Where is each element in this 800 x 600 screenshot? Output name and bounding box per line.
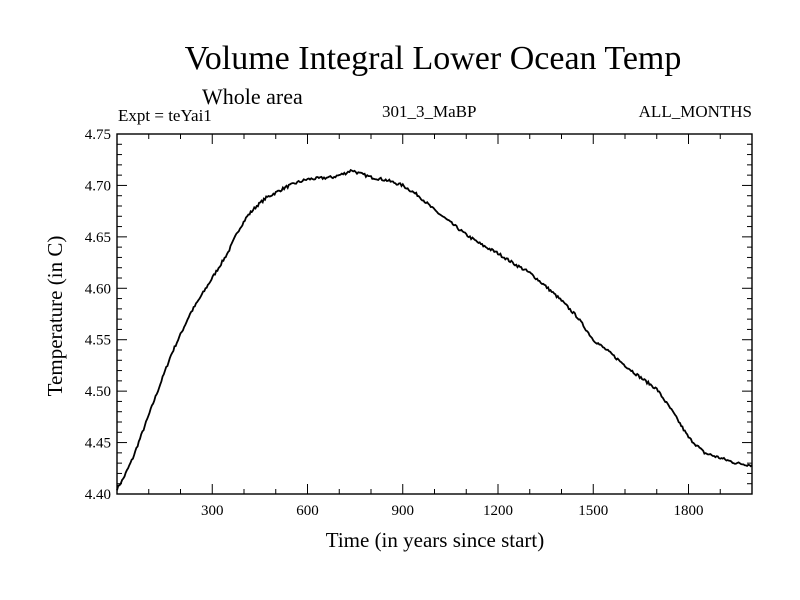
axis-tick-labels: 300 600 900 1200 1500 1800 4.40 4.45 4.50 4.55 4.6… (85, 127, 704, 519)
chart-title: Volume Integral Lower Ocean Temp (184, 40, 682, 77)
x-tick-label: 1200 (483, 503, 513, 519)
axis-ticks (117, 133, 752, 495)
y-tick-label: 4.50 (85, 384, 111, 400)
series-line-temperature (116, 168, 753, 491)
run-label: 301_3_MaBP (382, 102, 477, 121)
chart-subtitle: Whole area (202, 84, 303, 109)
y-tick-label: 4.70 (85, 178, 111, 194)
y-tick-label: 4.65 (85, 230, 111, 246)
experiment-label: Expt = teYai1 (118, 106, 212, 125)
months-label: ALL_MONTHS (638, 102, 752, 121)
y-axis-label: Temperature (in C) (43, 236, 67, 397)
y-tick-label: 4.75 (85, 127, 111, 143)
x-tick-label: 1800 (674, 503, 704, 519)
y-tick-label: 4.40 (85, 487, 111, 503)
x-tick-label: 600 (296, 503, 319, 519)
y-tick-label: 4.55 (85, 333, 111, 349)
x-axis-label: Time (in years since start) (326, 528, 545, 552)
y-tick-label: 4.45 (85, 436, 111, 452)
plot-frame (116, 133, 753, 495)
x-tick-label: 900 (392, 503, 415, 519)
y-tick-label: 4.60 (85, 281, 111, 297)
x-tick-label: 300 (201, 503, 224, 519)
x-tick-label: 1500 (578, 503, 608, 519)
